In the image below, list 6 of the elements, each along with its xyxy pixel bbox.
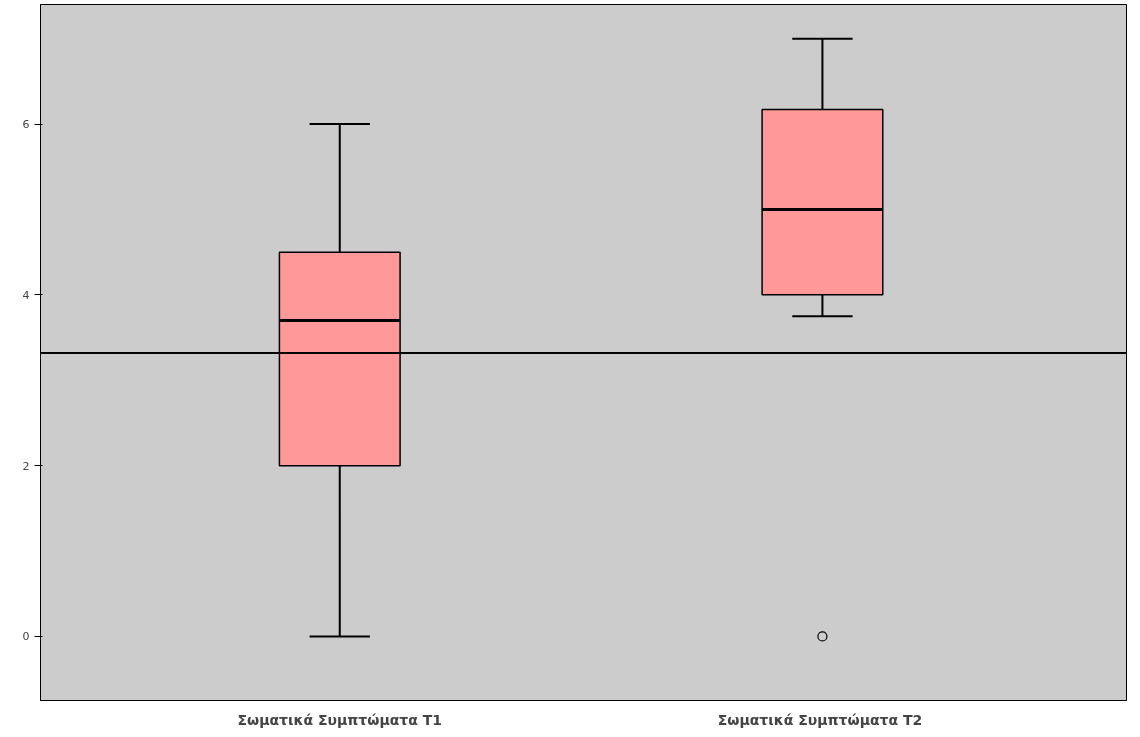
x-tick-label: Σωματικά Συμπτώματα T2 <box>717 711 923 728</box>
y-tick-label: 4 <box>22 288 30 302</box>
y-tick-label: 0 <box>22 630 30 644</box>
y-tick-label: 2 <box>22 459 30 473</box>
x-tick-label: Σωματικά Συμπτώματα T1 <box>237 711 443 728</box>
y-tick-label: 6 <box>22 118 30 132</box>
